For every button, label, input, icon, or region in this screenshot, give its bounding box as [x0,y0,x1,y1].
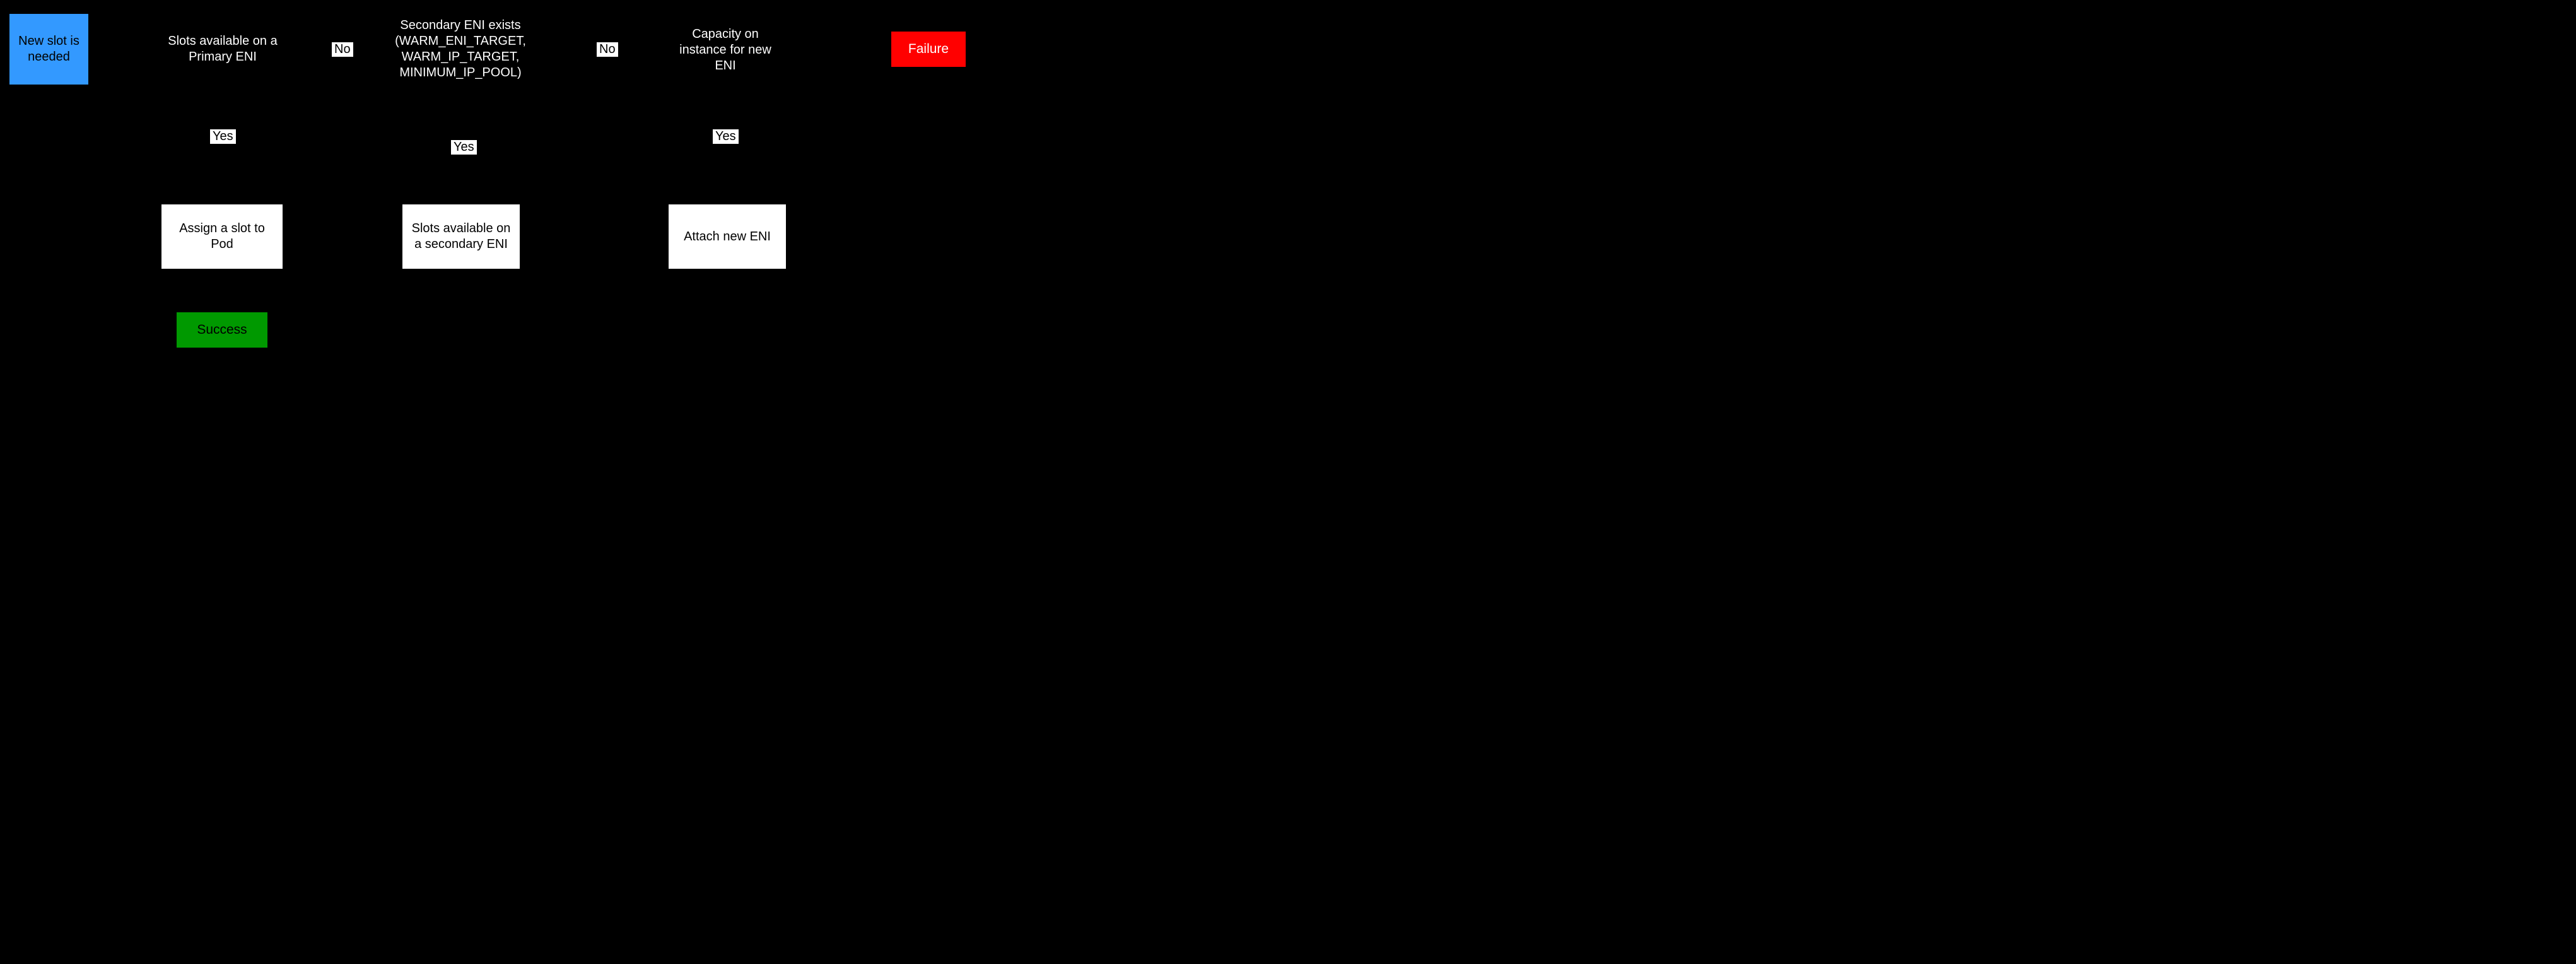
node-failure-label: Failure [908,41,949,57]
edge-label-yes-1: Yes [210,129,236,144]
node-success: Success [177,312,267,348]
edge-label-yes-2: Yes [451,140,477,155]
node-slots-primary-eni: Slots available on a Primary ENI [153,33,292,66]
node-start: New slot is needed [9,14,88,85]
flowchart-canvas: New slot is needed Slots available on a … [0,0,965,361]
edge-label-yes-3: Yes [713,129,739,144]
edge-label-no-2: No [597,42,618,57]
node-assign-slot-label: Assign a slot to Pod [167,221,278,252]
node-failure: Failure [891,32,966,67]
node-capacity-instance: Capacity on instance for new ENI [662,25,788,74]
node-secondary-eni-exists: Secondary ENI exists (WARM_ENI_TARGET, W… [378,18,542,81]
node-start-label: New slot is needed [15,33,83,65]
node-attach-new-eni-label: Attach new ENI [684,229,771,245]
edge-label-no-1: No [332,42,353,57]
node-secondary-eni-exists-label: Secondary ENI exists (WARM_ENI_TARGET, W… [383,18,537,81]
node-slots-secondary-eni: Slots available on a secondary ENI [402,204,520,269]
node-slots-secondary-eni-label: Slots available on a secondary ENI [407,221,515,252]
node-slots-primary-eni-label: Slots available on a Primary ENI [158,33,287,65]
node-attach-new-eni: Attach new ENI [668,204,787,269]
node-assign-slot: Assign a slot to Pod [161,204,283,269]
node-capacity-instance-label: Capacity on instance for new ENI [667,26,783,74]
node-success-label: Success [197,322,247,338]
